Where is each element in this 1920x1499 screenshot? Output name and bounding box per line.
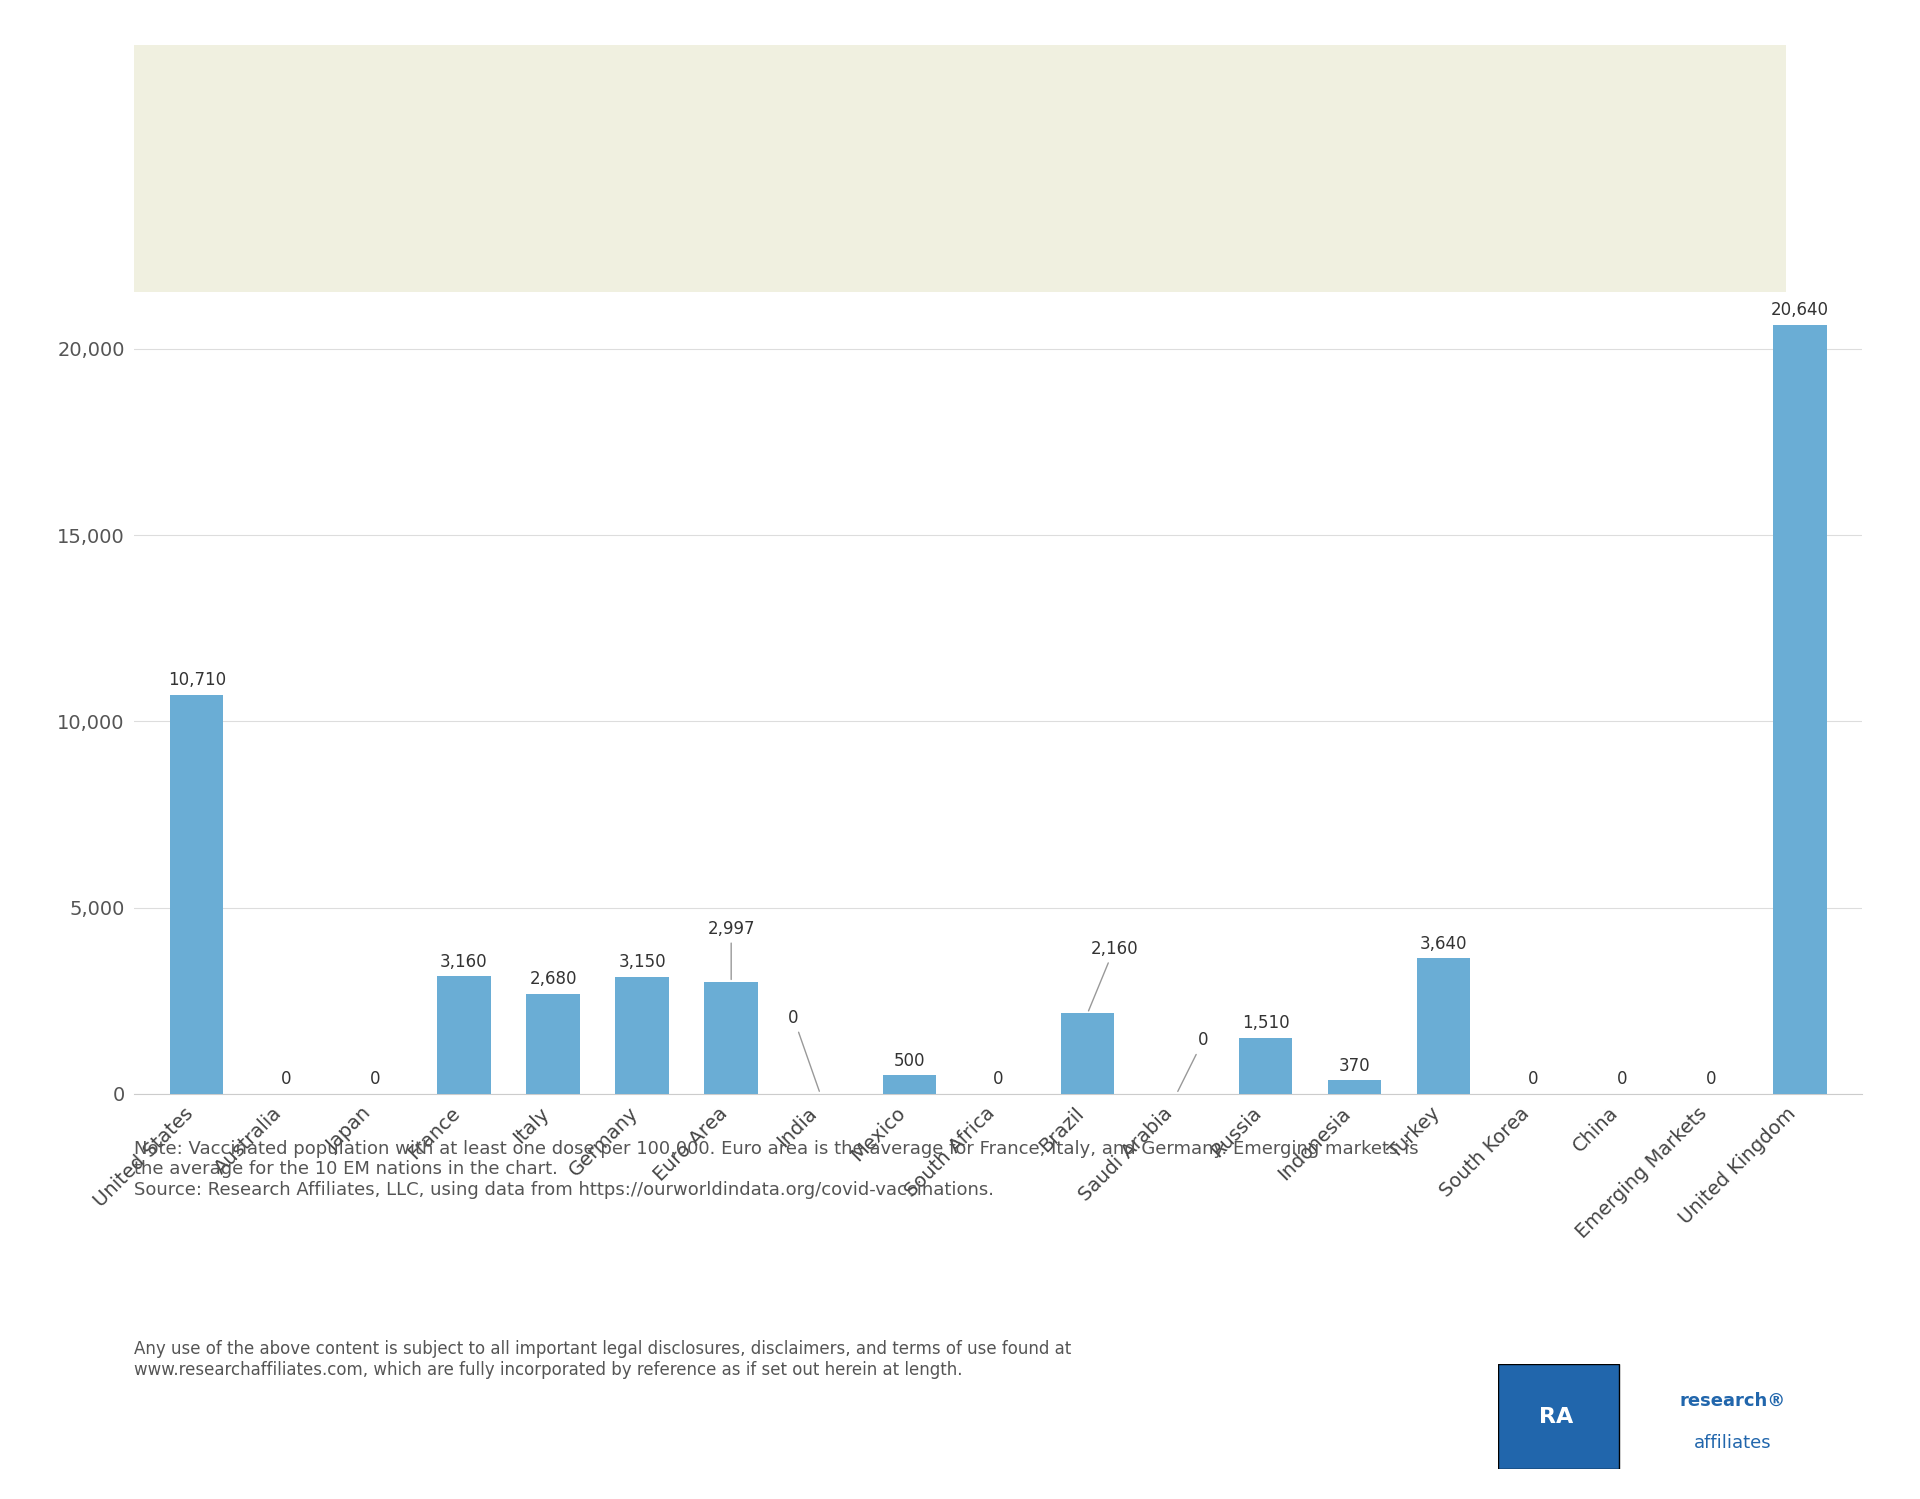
Text: 1,510: 1,510 — [1242, 1013, 1290, 1031]
Bar — [526, 994, 580, 1094]
Text: 3,160: 3,160 — [440, 952, 488, 970]
Text: 2,680: 2,680 — [530, 970, 576, 988]
Text: RA: RA — [1540, 1406, 1574, 1427]
Bar — [1417, 958, 1471, 1094]
Text: 0: 0 — [1528, 1070, 1538, 1088]
Text: COVID-19 Vaccination Progress by Countries/Regions,
as of February 13, 2021: COVID-19 Vaccination Progress by Countri… — [134, 207, 851, 258]
Bar — [1238, 1037, 1292, 1094]
Bar — [171, 696, 223, 1094]
Text: 370: 370 — [1338, 1057, 1371, 1075]
Text: Note: Vaccinated population with at least one dose per 100,000. Euro area is the: Note: Vaccinated population with at leas… — [134, 1139, 1419, 1199]
Text: 500: 500 — [893, 1052, 925, 1070]
Text: 3,640: 3,640 — [1421, 935, 1467, 953]
Bar — [883, 1075, 937, 1094]
FancyBboxPatch shape — [1498, 1364, 1619, 1469]
Text: Any use of the above content is subject to all important legal disclosures, disc: Any use of the above content is subject … — [134, 1340, 1071, 1379]
Text: 0: 0 — [1177, 1031, 1208, 1091]
Text: The UK has one of the fastest rates of vaccination in the developed world. The
e: The UK has one of the fastest rates of v… — [445, 94, 1551, 183]
Text: 2,997: 2,997 — [707, 919, 755, 979]
Text: 0: 0 — [993, 1070, 1004, 1088]
Bar — [705, 982, 758, 1094]
Text: 10,710: 10,710 — [167, 672, 227, 690]
Text: 3,150: 3,150 — [618, 953, 666, 971]
Text: 20,640: 20,640 — [1770, 301, 1830, 319]
FancyBboxPatch shape — [221, 46, 1776, 246]
Text: 0: 0 — [280, 1070, 292, 1088]
Text: 2,160: 2,160 — [1089, 940, 1139, 1010]
Bar — [616, 976, 668, 1094]
Bar — [1060, 1013, 1114, 1094]
Text: 0: 0 — [789, 1009, 820, 1091]
Bar — [438, 976, 492, 1094]
Text: research®: research® — [1680, 1391, 1786, 1411]
Text: 0: 0 — [1705, 1070, 1716, 1088]
Text: affiliates: affiliates — [1693, 1433, 1772, 1453]
Text: 0: 0 — [1617, 1070, 1626, 1088]
Bar — [1329, 1081, 1380, 1094]
Bar — [1774, 325, 1826, 1094]
Text: 0: 0 — [371, 1070, 380, 1088]
